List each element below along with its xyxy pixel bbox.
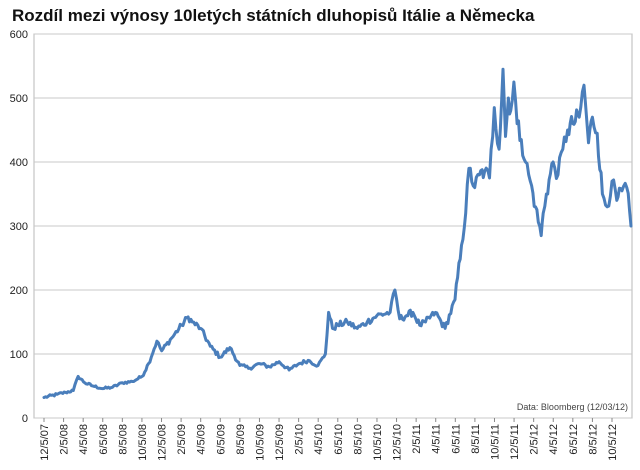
x-tick-label: 12/5/09 [274, 424, 286, 461]
x-tick-label: 4/5/08 [78, 424, 90, 455]
x-tick-label: 8/5/08 [117, 424, 129, 455]
x-tick-label: 6/5/11 [450, 424, 462, 454]
y-tick-label: 300 [10, 221, 28, 233]
x-tick-label: 6/5/10 [333, 424, 345, 455]
x-tick-label: 2/5/10 [294, 424, 306, 455]
x-tick-label: 8/5/11 [470, 424, 482, 454]
x-tick-label: 8/5/09 [235, 424, 247, 455]
x-tick-label: 2/5/12 [529, 424, 541, 455]
x-tick-label: 2/5/09 [176, 424, 188, 455]
x-tick-label: 8/5/12 [587, 424, 599, 455]
x-tick-label: 12/5/07 [39, 424, 51, 461]
x-tick-label: 2/5/08 [59, 424, 71, 455]
x-tick-label: 12/5/10 [392, 424, 404, 461]
x-tick-label: 8/5/10 [352, 424, 364, 455]
x-tick-label: 10/5/12 [607, 424, 619, 461]
x-tick-label: 6/5/09 [215, 424, 227, 455]
x-tick-label: 2/5/11 [411, 424, 423, 454]
x-tick-label: 4/5/10 [313, 424, 325, 455]
y-tick-label: 0 [22, 413, 28, 425]
x-tick-label: 10/5/10 [372, 424, 384, 461]
x-tick-label: 12/5/11 [509, 424, 521, 460]
y-tick-label: 200 [10, 285, 28, 297]
series-line [42, 67, 633, 399]
y-tick-label: 600 [10, 29, 28, 41]
source-note: Data: Bloomberg (12/03/12) [517, 402, 628, 412]
x-tick-label: 6/5/08 [98, 424, 110, 455]
y-tick-label: 500 [10, 93, 28, 105]
x-tick-label: 4/5/12 [548, 424, 560, 455]
x-tick-label: 12/5/08 [157, 424, 169, 461]
y-tick-label: 400 [10, 157, 28, 169]
x-tick-label: 4/5/11 [431, 424, 443, 454]
y-tick-label: 100 [10, 349, 28, 361]
x-tick-label: 10/5/09 [254, 424, 266, 461]
x-tick-label: 10/5/11 [489, 424, 501, 460]
x-tick-label: 6/5/12 [568, 424, 580, 455]
chart-title: Rozdíl mezi výnosy 10letých státních dlu… [12, 6, 535, 25]
x-tick-label: 4/5/09 [196, 424, 208, 455]
x-tick-label: 10/5/08 [137, 424, 149, 461]
